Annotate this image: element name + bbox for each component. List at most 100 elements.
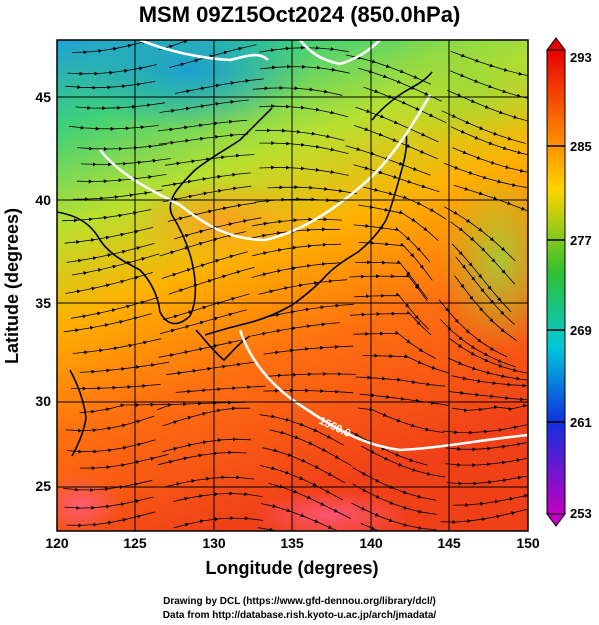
streamline [358,204,439,241]
streamline [66,511,156,528]
streamline [169,44,257,68]
streamline [261,503,339,531]
streamline [446,475,528,486]
streamline [445,441,528,452]
streamline [167,202,256,222]
y-axis-title: Latitude (degrees) [2,208,22,364]
streamline [259,141,349,154]
colorbar-max-arrow [546,37,566,51]
streamline [349,310,432,336]
y-tick-label: 45 [35,89,51,105]
x-tick-label: 135 [280,535,304,551]
plot-frame [56,39,529,532]
x-tick-label: 140 [359,535,383,551]
streamline [263,344,354,355]
streamline [264,303,354,318]
streamline [64,227,154,245]
x-tick-label: 125 [123,535,147,551]
streamline [165,475,255,488]
streamline [442,424,528,435]
streamline [75,102,166,111]
streamline [168,266,255,295]
streamline [363,86,447,124]
streamline [440,508,528,525]
streamline [353,125,438,160]
colorbar-label: 269 [570,323,592,338]
streamline [257,527,331,531]
colorbar-label: 293 [570,50,592,65]
streamline [173,516,263,529]
credit-drawing: Drawing by DCL (https://www.gfd-dennou.o… [163,596,436,607]
streamline [81,158,171,167]
streamline [157,119,248,132]
x-tick-label: 150 [516,535,540,551]
streamline [76,174,167,184]
streamline [251,242,342,257]
streamline [266,371,357,378]
streamline [174,78,264,94]
streamline [251,262,341,278]
streamline [349,273,428,301]
streamline [448,390,528,402]
streamline [65,415,155,433]
y-tick-labels: 25 30 35 40 45 [35,89,51,494]
streamline [70,383,161,391]
streamline [73,189,163,202]
streamline [175,385,266,394]
streamline [64,496,154,511]
streamline [361,445,446,478]
x-tick-label: 130 [202,535,226,551]
streamline [252,217,342,227]
colorbar: 293 285 277 269 261 253 [546,37,592,527]
map-title: MSM 09Z15Oct2024 (850.0hPa) [138,2,461,27]
wind-streamlines [62,40,528,531]
streamline [355,106,439,143]
streamline [357,407,444,433]
streamline [65,272,153,294]
x-axis-title: Longitude (degrees) [205,558,378,578]
streamline [79,453,169,471]
streamline [355,260,429,300]
streamline [159,309,247,335]
streamline [453,184,528,212]
streamline [68,125,159,131]
streamline [252,85,343,96]
streamline [166,361,256,376]
streamline [359,393,449,406]
streamline [157,400,247,411]
streamline [66,243,155,263]
streamline [161,172,251,187]
streamline [162,437,252,453]
streamline [157,450,247,466]
streamline [72,338,162,355]
streamline [158,133,249,145]
y-tick-label: 35 [35,295,51,311]
streamline [77,144,167,152]
streamline [259,45,349,53]
streamline [255,128,345,141]
streamline [79,361,170,374]
credit-data: Data from http://database.rish.kyoto-u.a… [162,610,437,621]
streamline [161,251,248,279]
colorbar-min-arrow [546,513,566,527]
colorbar-label: 261 [570,415,592,430]
streamline [158,338,247,358]
streamline [443,162,528,189]
streamline [267,185,358,195]
streamline [450,50,528,77]
y-tick-label: 30 [35,393,51,409]
streamline [173,491,263,502]
geopotential-contours [98,40,528,452]
temperature-field: 1560.0 [57,40,528,531]
streamline [259,104,349,118]
streamline [159,99,249,113]
streamline [451,375,528,388]
streamline [162,406,251,427]
streamline [162,185,252,203]
streamline [158,40,231,51]
y-tick-label: 25 [35,478,51,494]
streamline [362,353,450,374]
streamline [363,186,447,220]
coastlines [57,71,433,457]
